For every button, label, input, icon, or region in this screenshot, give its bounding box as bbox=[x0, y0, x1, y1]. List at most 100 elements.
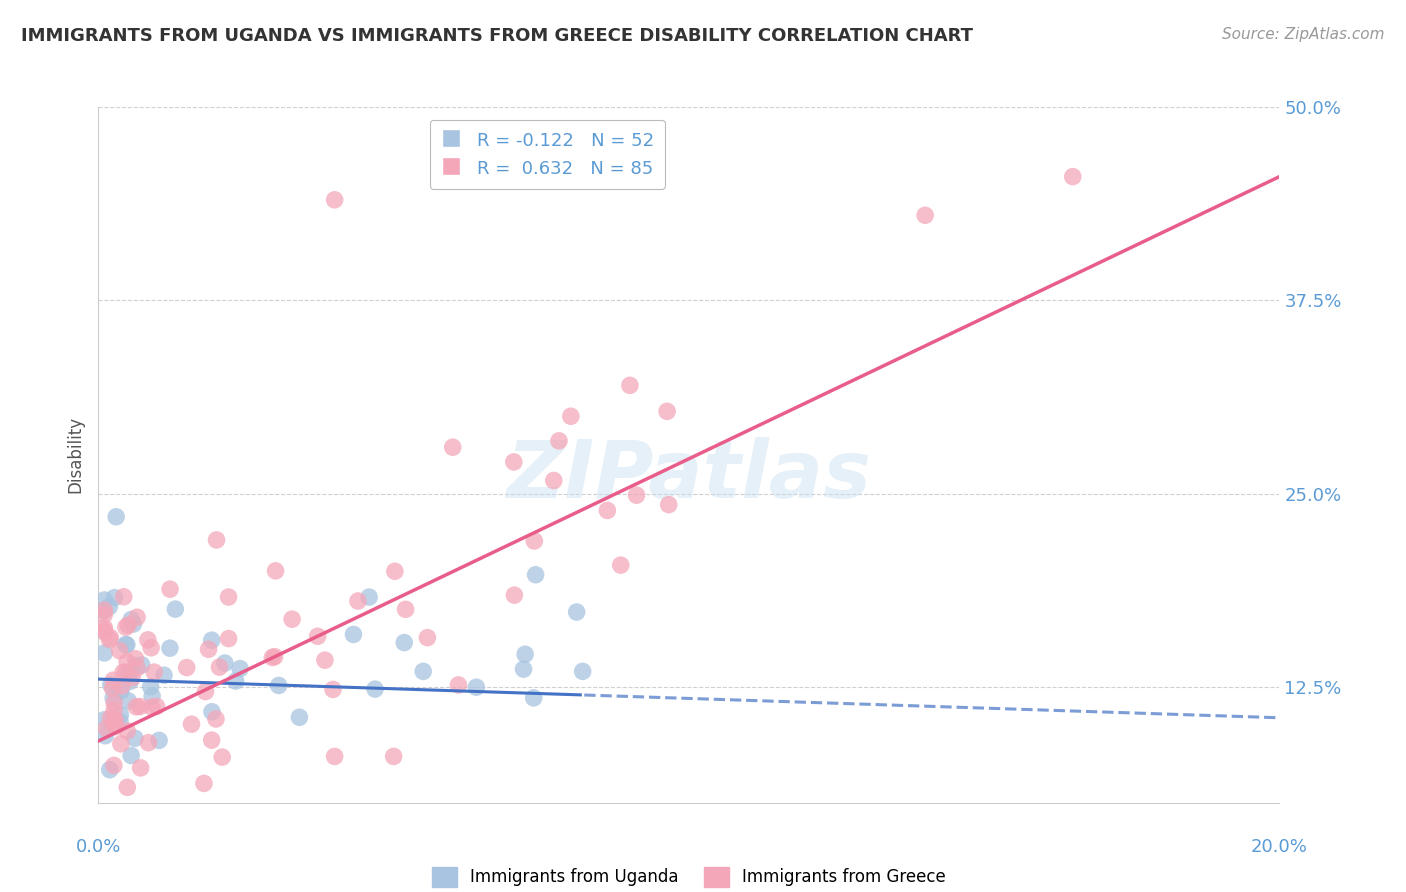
Point bbox=[103, 673, 125, 688]
Point bbox=[125, 610, 148, 624]
Point bbox=[225, 673, 247, 688]
Point bbox=[342, 627, 364, 641]
Point bbox=[211, 750, 233, 764]
Point bbox=[176, 660, 198, 674]
Point bbox=[153, 668, 176, 682]
Point bbox=[524, 567, 547, 582]
Point bbox=[560, 409, 582, 424]
Point bbox=[548, 434, 571, 448]
Point bbox=[125, 661, 148, 675]
Point bbox=[121, 671, 143, 685]
Point bbox=[218, 590, 240, 604]
Point bbox=[124, 731, 146, 746]
Point bbox=[93, 646, 115, 660]
Point bbox=[110, 737, 132, 751]
Point bbox=[655, 404, 678, 418]
Point bbox=[117, 780, 139, 795]
Point bbox=[194, 684, 217, 698]
Point bbox=[100, 711, 122, 725]
Point bbox=[145, 699, 167, 714]
Point bbox=[115, 655, 138, 669]
Point bbox=[609, 558, 631, 573]
Point bbox=[101, 681, 124, 696]
Point bbox=[103, 758, 125, 772]
Point bbox=[201, 705, 224, 719]
Point bbox=[115, 620, 138, 634]
Point bbox=[103, 690, 125, 705]
Point bbox=[108, 643, 131, 657]
Point bbox=[323, 749, 346, 764]
Point bbox=[288, 710, 311, 724]
Text: 20.0%: 20.0% bbox=[1251, 838, 1308, 855]
Point bbox=[93, 603, 115, 617]
Point bbox=[139, 640, 162, 655]
Point bbox=[117, 694, 139, 708]
Point bbox=[658, 498, 681, 512]
Point bbox=[122, 617, 145, 632]
Point bbox=[180, 717, 202, 731]
Point bbox=[125, 699, 148, 714]
Point bbox=[359, 590, 381, 604]
Point bbox=[117, 723, 139, 738]
Point bbox=[571, 665, 593, 679]
Point bbox=[103, 696, 125, 710]
Point bbox=[197, 642, 219, 657]
Point bbox=[98, 763, 121, 777]
Point bbox=[98, 631, 121, 645]
Point bbox=[93, 621, 115, 635]
Point bbox=[314, 653, 336, 667]
Point bbox=[129, 699, 152, 714]
Point bbox=[264, 564, 287, 578]
Point bbox=[110, 679, 132, 693]
Point bbox=[108, 714, 131, 729]
Point bbox=[93, 593, 115, 607]
Point bbox=[120, 674, 142, 689]
Point bbox=[513, 647, 536, 661]
Point bbox=[523, 690, 546, 705]
Y-axis label: Disability: Disability bbox=[66, 417, 84, 493]
Point bbox=[503, 588, 526, 602]
Point bbox=[104, 713, 127, 727]
Point bbox=[512, 662, 534, 676]
Point bbox=[94, 729, 117, 743]
Point bbox=[208, 660, 231, 674]
Point bbox=[323, 193, 346, 207]
Point bbox=[205, 712, 228, 726]
Point bbox=[165, 602, 187, 616]
Point bbox=[307, 629, 329, 643]
Point bbox=[447, 678, 470, 692]
Point bbox=[201, 633, 224, 648]
Point bbox=[110, 708, 132, 723]
Text: IMMIGRANTS FROM UGANDA VS IMMIGRANTS FROM GREECE DISABILITY CORRELATION CHART: IMMIGRANTS FROM UGANDA VS IMMIGRANTS FRO… bbox=[21, 27, 973, 45]
Point bbox=[565, 605, 588, 619]
Text: ZIPatlas: ZIPatlas bbox=[506, 437, 872, 515]
Point bbox=[148, 733, 170, 747]
Point bbox=[914, 208, 936, 222]
Point bbox=[267, 678, 290, 692]
Point bbox=[394, 602, 416, 616]
Point bbox=[543, 474, 565, 488]
Point bbox=[138, 736, 160, 750]
Point bbox=[384, 564, 406, 578]
Point bbox=[441, 440, 464, 454]
Point bbox=[124, 652, 146, 666]
Point bbox=[205, 533, 228, 547]
Point bbox=[619, 378, 641, 392]
Point bbox=[523, 533, 546, 548]
Point bbox=[93, 713, 115, 727]
Point bbox=[98, 599, 121, 614]
Point bbox=[117, 618, 139, 632]
Point bbox=[214, 656, 236, 670]
Point bbox=[93, 607, 115, 622]
Point bbox=[96, 722, 118, 736]
Point bbox=[1062, 169, 1084, 184]
Point bbox=[416, 631, 439, 645]
Point bbox=[465, 680, 488, 694]
Point bbox=[103, 716, 125, 731]
Point bbox=[412, 665, 434, 679]
Point bbox=[263, 649, 285, 664]
Point bbox=[115, 665, 138, 679]
Point bbox=[322, 682, 344, 697]
Point bbox=[118, 666, 141, 681]
Point bbox=[120, 748, 142, 763]
